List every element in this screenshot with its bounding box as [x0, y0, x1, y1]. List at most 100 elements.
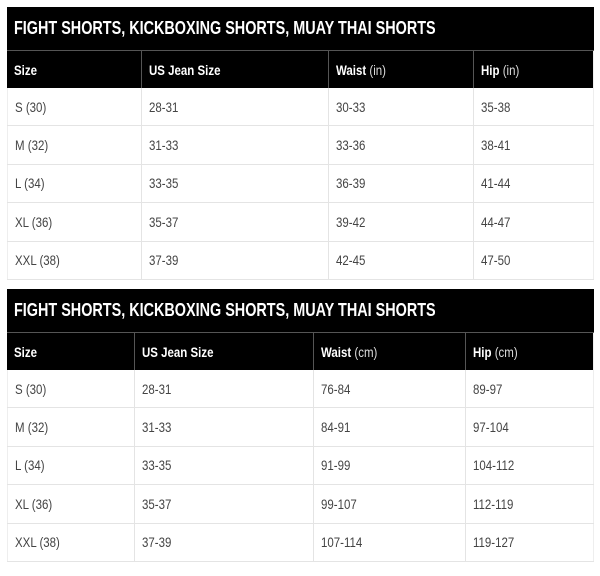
table-row: S (30) 28-31 30-33 35-38 — [7, 88, 594, 127]
cell-value: M (32) — [15, 419, 49, 436]
cell-value: 44-47 — [481, 213, 511, 230]
cell-value: 35-37 — [149, 213, 179, 230]
table-cell: 33-35 — [135, 446, 314, 485]
cell-value: 89-97 — [473, 380, 503, 397]
table-cell: M (32) — [7, 126, 142, 164]
cell-value: S (30) — [15, 380, 47, 397]
cell-value: 47-50 — [481, 252, 511, 269]
table-title-bar: FIGHT SHORTS, KICKBOXING SHORTS, MUAY TH… — [7, 7, 594, 51]
cell-value: 28-31 — [142, 380, 172, 397]
table-cell: 35-37 — [135, 485, 314, 523]
cell-value: 33-35 — [142, 457, 172, 474]
table-cell: XL (36) — [7, 485, 135, 523]
column-header-label: Size — [14, 61, 37, 78]
table-cell: 47-50 — [474, 241, 594, 279]
table-cell: 30-33 — [329, 88, 474, 126]
table-cell: 99-107 — [314, 485, 466, 523]
table-row: L (34) 33-35 36-39 41-44 — [7, 164, 594, 204]
table-row: XL (36) 35-37 39-42 44-47 — [7, 203, 594, 242]
table-cell: 33-36 — [329, 126, 474, 164]
cell-value: 31-33 — [142, 419, 172, 436]
table-row: XXL (38) 37-39 107-114 119-127 — [7, 523, 594, 562]
table-cell: L (34) — [7, 164, 142, 203]
column-header: Hip (in) — [474, 51, 594, 88]
cell-value: 107-114 — [321, 534, 363, 551]
column-header: US Jean Size — [135, 333, 314, 370]
cell-value: XL (36) — [15, 213, 53, 230]
cell-value: 112-119 — [473, 495, 514, 512]
table-cell: S (30) — [7, 370, 135, 408]
cell-value: 97-104 — [473, 419, 509, 436]
column-header-unit: (cm) — [354, 343, 378, 360]
cell-value: 28-31 — [149, 98, 179, 115]
table-cell: 38-41 — [474, 126, 594, 164]
column-header-label: US Jean Size — [142, 343, 214, 360]
table-cell: 36-39 — [329, 164, 474, 203]
table-cell: 37-39 — [135, 523, 314, 561]
column-header-label: Waist — [321, 343, 352, 360]
cell-value: 41-44 — [481, 175, 511, 192]
cell-value: 37-39 — [142, 534, 172, 551]
table-cell: XL (36) — [7, 203, 142, 241]
cell-value: 104-112 — [473, 457, 515, 474]
table-cell: 84-91 — [314, 408, 466, 446]
table-cell: 28-31 — [135, 370, 314, 408]
table-cell: XXL (38) — [7, 241, 142, 279]
header-row: Size US Jean Size Waist (cm) Hip (cm) — [7, 333, 594, 370]
cell-value: 37-39 — [149, 252, 179, 269]
cell-value: 36-39 — [336, 175, 366, 192]
cell-value: 84-91 — [321, 419, 351, 436]
table-row: XXL (38) 37-39 42-45 47-50 — [7, 241, 594, 280]
table-cell: 119-127 — [466, 523, 594, 561]
column-header-unit: (in) — [502, 61, 520, 78]
table-cell: 35-37 — [142, 203, 329, 241]
header-row: Size US Jean Size Waist (in) Hip (in) — [7, 51, 594, 88]
cell-value: 99-107 — [321, 495, 357, 512]
table-cell: 39-42 — [329, 203, 474, 241]
column-header-unit: (cm) — [494, 343, 518, 360]
cell-value: 35-37 — [142, 495, 172, 512]
table-row: L (34) 33-35 91-99 104-112 — [7, 446, 594, 486]
cell-value: 119-127 — [473, 534, 515, 551]
table-cell: 33-35 — [142, 164, 329, 203]
table-row: S (30) 28-31 76-84 89-97 — [7, 370, 594, 409]
table-cell: 41-44 — [474, 164, 594, 203]
table-cell: 35-38 — [474, 88, 594, 126]
table-title: FIGHT SHORTS, KICKBOXING SHORTS, MUAY TH… — [14, 18, 436, 38]
cell-value: M (32) — [15, 137, 49, 154]
table-cell: XXL (38) — [7, 523, 135, 561]
column-header-label: Size — [14, 343, 37, 360]
table-row: XL (36) 35-37 99-107 112-119 — [7, 485, 594, 524]
table-cell: 107-114 — [314, 523, 466, 561]
cell-value: 31-33 — [149, 137, 179, 154]
table-cell: M (32) — [7, 408, 135, 446]
table-cell: 104-112 — [466, 446, 594, 485]
table-cell: 28-31 — [142, 88, 329, 126]
cell-value: 91-99 — [321, 457, 351, 474]
cell-value: L (34) — [15, 457, 45, 474]
table-row: M (32) 31-33 84-91 97-104 — [7, 408, 594, 447]
size-table-cm: FIGHT SHORTS, KICKBOXING SHORTS, MUAY TH… — [7, 289, 594, 562]
table-cell: S (30) — [7, 88, 142, 126]
table-title: FIGHT SHORTS, KICKBOXING SHORTS, MUAY TH… — [14, 300, 436, 320]
table-cell: 97-104 — [466, 408, 594, 446]
cell-value: XXL (38) — [15, 534, 60, 551]
table-cell: 91-99 — [314, 446, 466, 485]
table-cell: 31-33 — [135, 408, 314, 446]
table-cell: 37-39 — [142, 241, 329, 279]
column-header-label: Waist — [336, 61, 367, 78]
cell-value: 33-35 — [149, 175, 179, 192]
size-table-inches: FIGHT SHORTS, KICKBOXING SHORTS, MUAY TH… — [7, 7, 594, 280]
table-cell: 76-84 — [314, 370, 466, 408]
table-row: M (32) 31-33 33-36 38-41 — [7, 126, 594, 165]
table-cell: 112-119 — [466, 485, 594, 523]
table-cell: 89-97 — [466, 370, 594, 408]
column-header-label: US Jean Size — [149, 61, 221, 78]
cell-value: 42-45 — [336, 252, 366, 269]
table-title-bar: FIGHT SHORTS, KICKBOXING SHORTS, MUAY TH… — [7, 289, 594, 333]
column-header: Size — [7, 51, 142, 88]
column-header-unit: (in) — [369, 61, 386, 78]
column-header: Hip (cm) — [466, 333, 594, 370]
cell-value: 30-33 — [336, 98, 366, 115]
column-header: Waist (cm) — [314, 333, 466, 370]
